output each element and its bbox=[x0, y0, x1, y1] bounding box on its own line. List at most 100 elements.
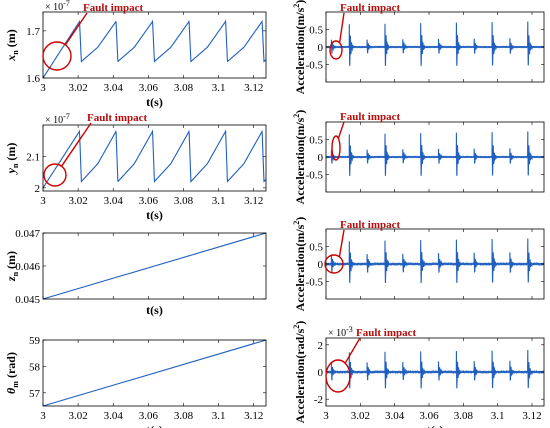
axes-frame bbox=[42, 11, 267, 79]
x-tick-label: 3 bbox=[40, 195, 46, 207]
annotation-text: Fault impact bbox=[87, 112, 148, 124]
fault-marker-circle bbox=[325, 359, 351, 393]
annotation-text: Fault impact bbox=[340, 219, 401, 231]
y-tick-label: 0 bbox=[318, 42, 324, 54]
x-tick-label: 3.12 bbox=[244, 82, 263, 94]
scale-multiplier: × 10-7 bbox=[45, 0, 70, 13]
y-tick-label: 0.047 bbox=[15, 228, 40, 240]
subplot-xn: 1.6 1.7 3 3.02 3.04 3.06 3.08 3.1 3.12 t(s) xn (m)… bbox=[4, 0, 267, 109]
x-tick-label: 3.06 bbox=[139, 410, 159, 422]
x-tick-label: 3.08 bbox=[174, 82, 194, 94]
y-axis-label: θm (rad) bbox=[4, 352, 20, 394]
y-tick-label: 57 bbox=[29, 388, 41, 400]
y-tick-label: 2 bbox=[318, 340, 324, 352]
x-tick-label: 3.04 bbox=[104, 195, 124, 207]
subplot-acc_theta: -2 0 2 3 3.02 3.04 3.06 3.08 3.1 3.12 t(s) Accelera… bbox=[292, 321, 545, 428]
annotation-text: Fault impact bbox=[356, 327, 417, 339]
data-series-line bbox=[42, 19, 267, 79]
y-tick-label: -0.5 bbox=[306, 60, 324, 72]
y-tick-label: 0.045 bbox=[15, 294, 40, 306]
x-tick-label: 3.1 bbox=[491, 410, 505, 422]
y-tick-label: -0.5 bbox=[306, 277, 324, 289]
y-axis-label: xn (m) bbox=[4, 29, 20, 61]
x-tick-label: 3.06 bbox=[419, 410, 439, 422]
annotation-text: Fault impact bbox=[340, 2, 401, 14]
y-axis-label: Acceleration(m/s2) bbox=[292, 217, 307, 312]
y-tick-label: 2 bbox=[35, 183, 41, 195]
y-tick-label: 0.5 bbox=[309, 25, 323, 37]
x-axis-label: t(s) bbox=[146, 303, 163, 317]
x-tick-label: 3.1 bbox=[212, 195, 226, 207]
data-series-line bbox=[42, 129, 267, 189]
fault-marker-circle bbox=[43, 163, 67, 187]
x-tick-label: 3.1 bbox=[212, 82, 226, 94]
axes-frame bbox=[42, 124, 267, 192]
x-tick-label: 3.08 bbox=[174, 410, 194, 422]
y-tick-label: 2.1 bbox=[26, 151, 40, 163]
y-tick-label: 0.5 bbox=[309, 135, 323, 147]
x-tick-label: 3.04 bbox=[104, 82, 124, 94]
x-tick-label: 3.12 bbox=[522, 410, 541, 422]
x-tick-label: 3 bbox=[40, 82, 46, 94]
y-tick-label: 59 bbox=[29, 335, 41, 347]
annotation-text: Fault impact bbox=[83, 2, 144, 14]
x-axis-label: t(s) bbox=[146, 208, 163, 222]
scale-multiplier: × 10-3 bbox=[328, 325, 353, 339]
x-tick-label: 3.04 bbox=[385, 410, 405, 422]
x-tick-label: 3.12 bbox=[244, 410, 263, 422]
y-tick-label: 58 bbox=[29, 361, 41, 373]
y-tick-label: 0.5 bbox=[309, 242, 323, 254]
x-axis-label: t(s) bbox=[146, 423, 163, 428]
x-axis-label: t(s) bbox=[146, 95, 163, 109]
x-tick-label: 3 bbox=[40, 410, 46, 422]
y-axis-label: Acceleration(m/s2) bbox=[292, 0, 307, 94]
annotation-leader bbox=[338, 229, 345, 257]
y-tick-label: 1.6 bbox=[26, 73, 40, 85]
y-tick-label: -2 bbox=[314, 394, 323, 406]
y-axis-label: yn (m) bbox=[4, 143, 20, 176]
x-axis-label: t(s) bbox=[427, 423, 444, 428]
data-series-line bbox=[325, 238, 545, 284]
y-axis-label: zn (m) bbox=[4, 251, 20, 282]
x-tick-label: 3.02 bbox=[68, 410, 87, 422]
annotation-leader bbox=[337, 121, 345, 139]
y-tick-label: 0.046 bbox=[15, 261, 40, 273]
x-tick-label: 3.08 bbox=[454, 410, 474, 422]
fault-marker-circle bbox=[324, 254, 344, 274]
subplot-yn: 2 2.1 3 3.02 3.04 3.06 3.08 3.1 3.12 t(s) yn (m) × … bbox=[4, 112, 267, 222]
y-tick-label: 0 bbox=[318, 259, 324, 271]
subplot-zn: 0.045 0.046 0.047 t(s) zn (m) bbox=[4, 228, 267, 317]
data-series-line bbox=[325, 21, 545, 66]
x-tick-label: 3.04 bbox=[104, 410, 124, 422]
data-series-line bbox=[325, 349, 545, 389]
x-tick-label: 3.08 bbox=[174, 195, 194, 207]
data-series-line bbox=[325, 131, 545, 176]
y-tick-label: 0 bbox=[318, 367, 324, 379]
annotation-leader bbox=[344, 337, 361, 364]
x-tick-label: 3.06 bbox=[139, 82, 159, 94]
y-tick-label: 0 bbox=[318, 152, 324, 164]
x-tick-label: 3.1 bbox=[212, 410, 226, 422]
subplot-theta: 57 58 59 3 3.02 3.04 3.06 3.08 3.1 3.12 t(s) θm (ra… bbox=[4, 335, 267, 428]
annotation-text: Fault impact bbox=[340, 111, 401, 123]
x-tick-label: 3.02 bbox=[351, 410, 370, 422]
x-tick-label: 3.02 bbox=[68, 82, 87, 94]
data-series-line bbox=[42, 232, 267, 300]
y-axis-label: Acceleration(rad/s2) bbox=[292, 321, 307, 424]
x-tick-label: 3.06 bbox=[139, 195, 159, 207]
fault-marker-circle bbox=[42, 41, 72, 71]
fault-marker-ellipse bbox=[331, 135, 341, 161]
annotation-leader bbox=[338, 12, 345, 43]
y-tick-label: 1.7 bbox=[26, 26, 40, 38]
y-tick-label: -0.5 bbox=[306, 170, 324, 182]
x-tick-label: 3 bbox=[323, 410, 329, 422]
x-tick-label: 3.02 bbox=[68, 195, 87, 207]
annotation-leader bbox=[61, 122, 92, 167]
y-axis-label: Acceleration(m/s2) bbox=[292, 110, 307, 205]
annotation-leader bbox=[64, 12, 88, 46]
x-tick-label: 3.12 bbox=[244, 195, 263, 207]
